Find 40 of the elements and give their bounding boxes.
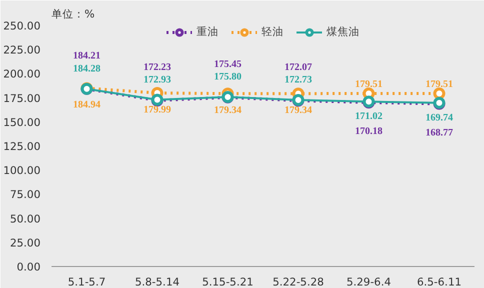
- y-tick-label: 100.00: [3, 164, 41, 178]
- data-label: 179.99: [144, 104, 171, 116]
- data-label: 179.34: [284, 105, 312, 116]
- data-label: 175.80: [214, 72, 242, 83]
- data-label: 184.21: [73, 50, 100, 62]
- data-label: 171.02: [355, 111, 382, 122]
- legend-label: 轻油: [262, 25, 284, 39]
- y-tick-label: 225.00: [3, 44, 41, 57]
- data-label: 179.51: [426, 78, 453, 90]
- y-tick-label: 75.00: [10, 188, 41, 202]
- x-tick-label: 5.8-5.14: [134, 276, 180, 288]
- data-label: 179.51: [355, 78, 382, 90]
- y-tick-label: 175.00: [3, 92, 41, 105]
- y-tick-label: 25.00: [10, 236, 41, 250]
- legend-label: 煤焦油: [326, 25, 360, 39]
- data-label: 169.74: [426, 112, 453, 124]
- y-tick-label: 150.00: [3, 116, 41, 129]
- y-axis-title: 单位：%: [52, 8, 95, 20]
- x-tick-label: 6.5-6.11: [416, 276, 462, 288]
- data-label: 172.93: [144, 74, 171, 86]
- data-label: 172.07: [284, 62, 312, 74]
- data-label: 184.94: [73, 100, 100, 111]
- y-tick-label: 250.00: [3, 20, 41, 32]
- point: [433, 87, 446, 100]
- y-tick-label: 0.00: [16, 260, 41, 274]
- data-label: 179.34: [214, 105, 242, 116]
- x-tick-label: 5.15-5.21: [202, 276, 254, 288]
- x-tick-label: 5.1-5.7: [68, 276, 106, 288]
- y-tick-label: 125.00: [3, 140, 41, 153]
- y-tick-label: 50.00: [10, 212, 41, 226]
- x-tick-label: 5.22-5.28: [272, 276, 324, 288]
- data-label: 175.45: [214, 58, 242, 70]
- data-label: 170.18: [355, 126, 382, 137]
- data-label: 172.73: [284, 74, 312, 86]
- x-tick-label: 5.29-6.4: [346, 276, 392, 288]
- data-label: 172.23: [144, 62, 171, 73]
- y-tick-label: 200.00: [3, 68, 41, 81]
- data-label: 184.28: [73, 63, 100, 74]
- data-label: 168.77: [426, 127, 453, 138]
- legend-label: 重油: [196, 25, 218, 39]
